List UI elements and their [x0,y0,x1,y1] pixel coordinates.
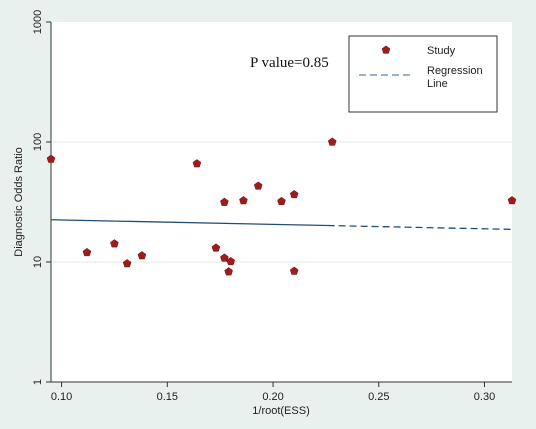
study-point [122,259,132,268]
study-point [82,247,92,257]
x-tick-label: 0.25 [368,391,389,403]
study-point [226,256,236,266]
x-tick-label: 0.20 [262,391,283,403]
study-point [289,266,299,275]
tick-labels: 1 10 100 1000 0.10 0.15 0.20 0.25 0.30 [32,10,495,403]
study-point [211,243,221,252]
study-point [327,137,337,146]
axes [50,22,512,383]
x-tick-label: 0.15 [157,391,178,403]
study-point [224,267,233,276]
study-point [110,239,119,248]
study-points [46,137,517,276]
study-point [220,253,229,262]
study-point [220,197,229,206]
regression-line-dashed [327,224,513,231]
x-tick-label: 0.10 [51,391,72,403]
legend-regression-label: Regression [427,65,483,77]
y-tick-label: 10 [32,256,44,268]
study-point [507,196,517,205]
legend-box [348,35,498,113]
y-tick-label: 1000 [32,10,44,34]
y-axis-title: Diagnostic Odds Ratio [13,147,25,256]
regression-line [50,219,513,231]
regression-line-solid [50,219,328,227]
x-tick-label: 0.30 [474,391,495,403]
p-value-annotation: P value=0.85 [250,55,329,71]
study-point [192,159,202,168]
study-point [277,196,286,206]
study-point [137,251,147,260]
y-tick-label: 1 [32,379,44,385]
y-tick-label: 100 [32,133,44,151]
study-point [46,154,56,163]
legend-study-label: Study [427,45,456,57]
study-point [253,181,263,190]
study-point [239,196,248,205]
x-axis-title: 1/root(ESS) [252,405,309,417]
legend-study-marker [381,45,391,54]
study-point [289,190,299,199]
legend-regression-label-line2: Line [427,78,448,90]
